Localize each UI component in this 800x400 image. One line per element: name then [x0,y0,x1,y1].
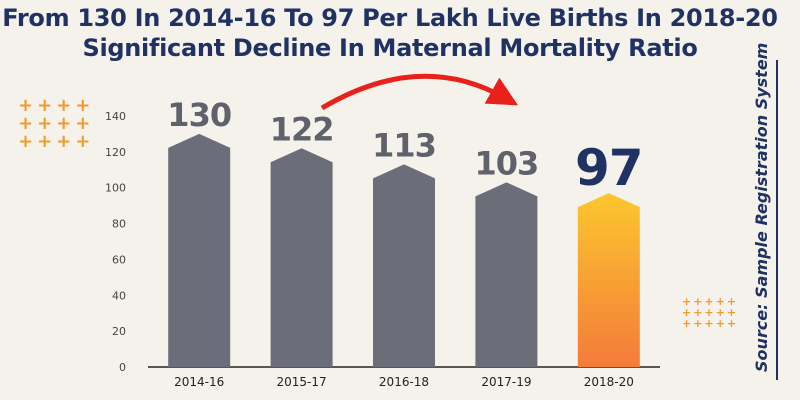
bar-2017-19 [475,182,538,367]
data-label-2017-19: 103 [475,144,539,182]
data-label-2016-18: 113 [372,126,436,164]
source-divider [776,60,778,380]
bar-2014-16 [168,133,231,367]
bar-2015-17 [270,148,333,367]
decorative-plus-grid-left: ++++ ++++ ++++ [18,95,95,152]
y-tick-label: 80 [112,218,126,231]
decorative-plus-grid-right: +++++ +++++ +++++ [682,295,739,330]
bar-2018-20 [577,193,640,367]
trend-arrow [320,73,519,111]
y-tick-label: 0 [119,361,126,374]
bar-2016-18 [373,164,435,367]
data-label-2014-16: 130 [167,96,231,134]
y-tick-label: 20 [112,325,126,338]
x-tick-label: 2014-16 [174,375,224,389]
x-tick-label: 2018-20 [584,375,634,389]
x-tick-label: 2017-19 [481,375,531,389]
y-tick-label: 100 [105,182,126,195]
y-tick-label: 60 [112,253,126,266]
x-tick-label: 2016-18 [379,375,429,389]
y-tick-label: 120 [105,146,126,159]
chart-title-line-2: Significant Decline In Maternal Mortalit… [82,34,698,62]
y-tick-label: 40 [112,289,126,302]
x-tick-label: 2015-17 [277,375,327,389]
chart-title-line-1: From 130 In 2014-16 To 97 Per Lakh Live … [2,4,778,32]
y-tick-label: 140 [105,110,126,123]
data-label-2018-20: 97 [575,139,643,197]
data-label-2015-17: 122 [270,110,334,148]
